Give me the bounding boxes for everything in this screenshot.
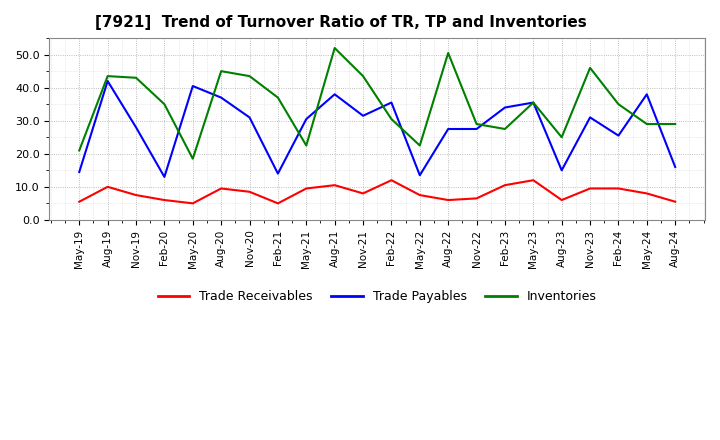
Text: [7921]  Trend of Turnover Ratio of TR, TP and Inventories: [7921] Trend of Turnover Ratio of TR, TP… xyxy=(95,15,587,30)
Legend: Trade Receivables, Trade Payables, Inventories: Trade Receivables, Trade Payables, Inven… xyxy=(153,285,601,308)
